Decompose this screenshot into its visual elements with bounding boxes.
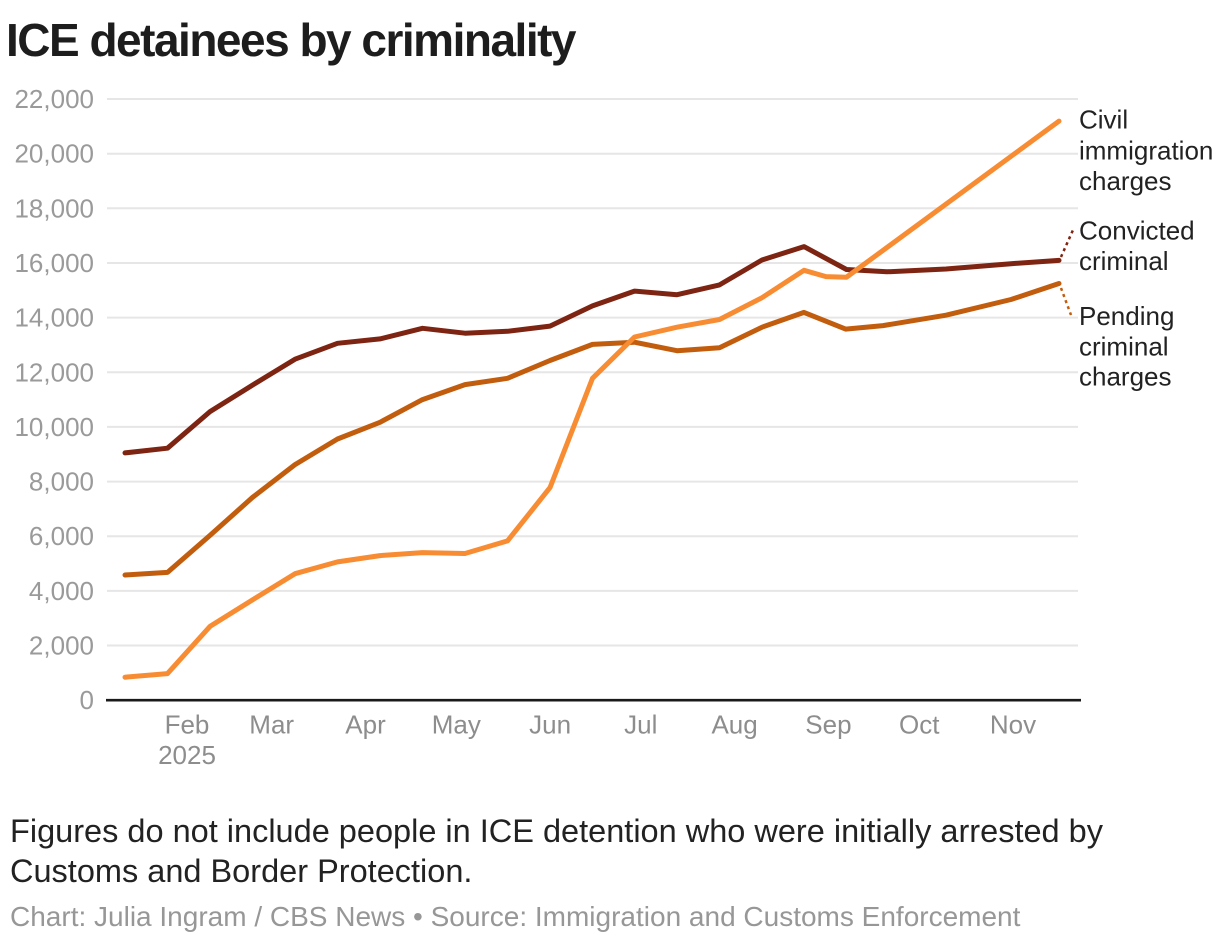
svg-text:14,000: 14,000 [14,303,94,333]
svg-text:Oct: Oct [899,710,940,740]
svg-text:4,000: 4,000 [29,576,94,606]
svg-text:Aug: Aug [711,710,757,740]
svg-text:16,000: 16,000 [14,248,94,278]
svg-text:12,000: 12,000 [14,357,94,387]
svg-text:criminal: criminal [1079,332,1169,362]
svg-text:Pending: Pending [1079,301,1174,331]
svg-text:2025: 2025 [158,740,216,770]
svg-text:charges: charges [1079,166,1172,196]
svg-text:Convicted: Convicted [1079,215,1195,245]
svg-text:Feb: Feb [165,710,210,740]
svg-text:18,000: 18,000 [14,193,94,223]
svg-text:20,000: 20,000 [14,139,94,169]
svg-text:10,000: 10,000 [14,412,94,442]
svg-text:6,000: 6,000 [29,521,94,551]
svg-text:Mar: Mar [249,710,294,740]
svg-text:8,000: 8,000 [29,467,94,497]
svg-text:immigration: immigration [1079,135,1213,165]
svg-text:Nov: Nov [990,710,1036,740]
svg-text:Jul: Jul [624,710,657,740]
svg-text:criminal: criminal [1079,246,1169,276]
svg-text:May: May [432,710,481,740]
svg-text:22,000: 22,000 [14,84,94,114]
svg-text:Apr: Apr [345,710,386,740]
svg-text:Civil: Civil [1079,104,1128,134]
svg-text:2,000: 2,000 [29,631,94,661]
svg-text:charges: charges [1079,362,1172,392]
svg-text:Jun: Jun [529,710,571,740]
svg-text:Sep: Sep [805,710,851,740]
svg-text:0: 0 [80,685,94,715]
